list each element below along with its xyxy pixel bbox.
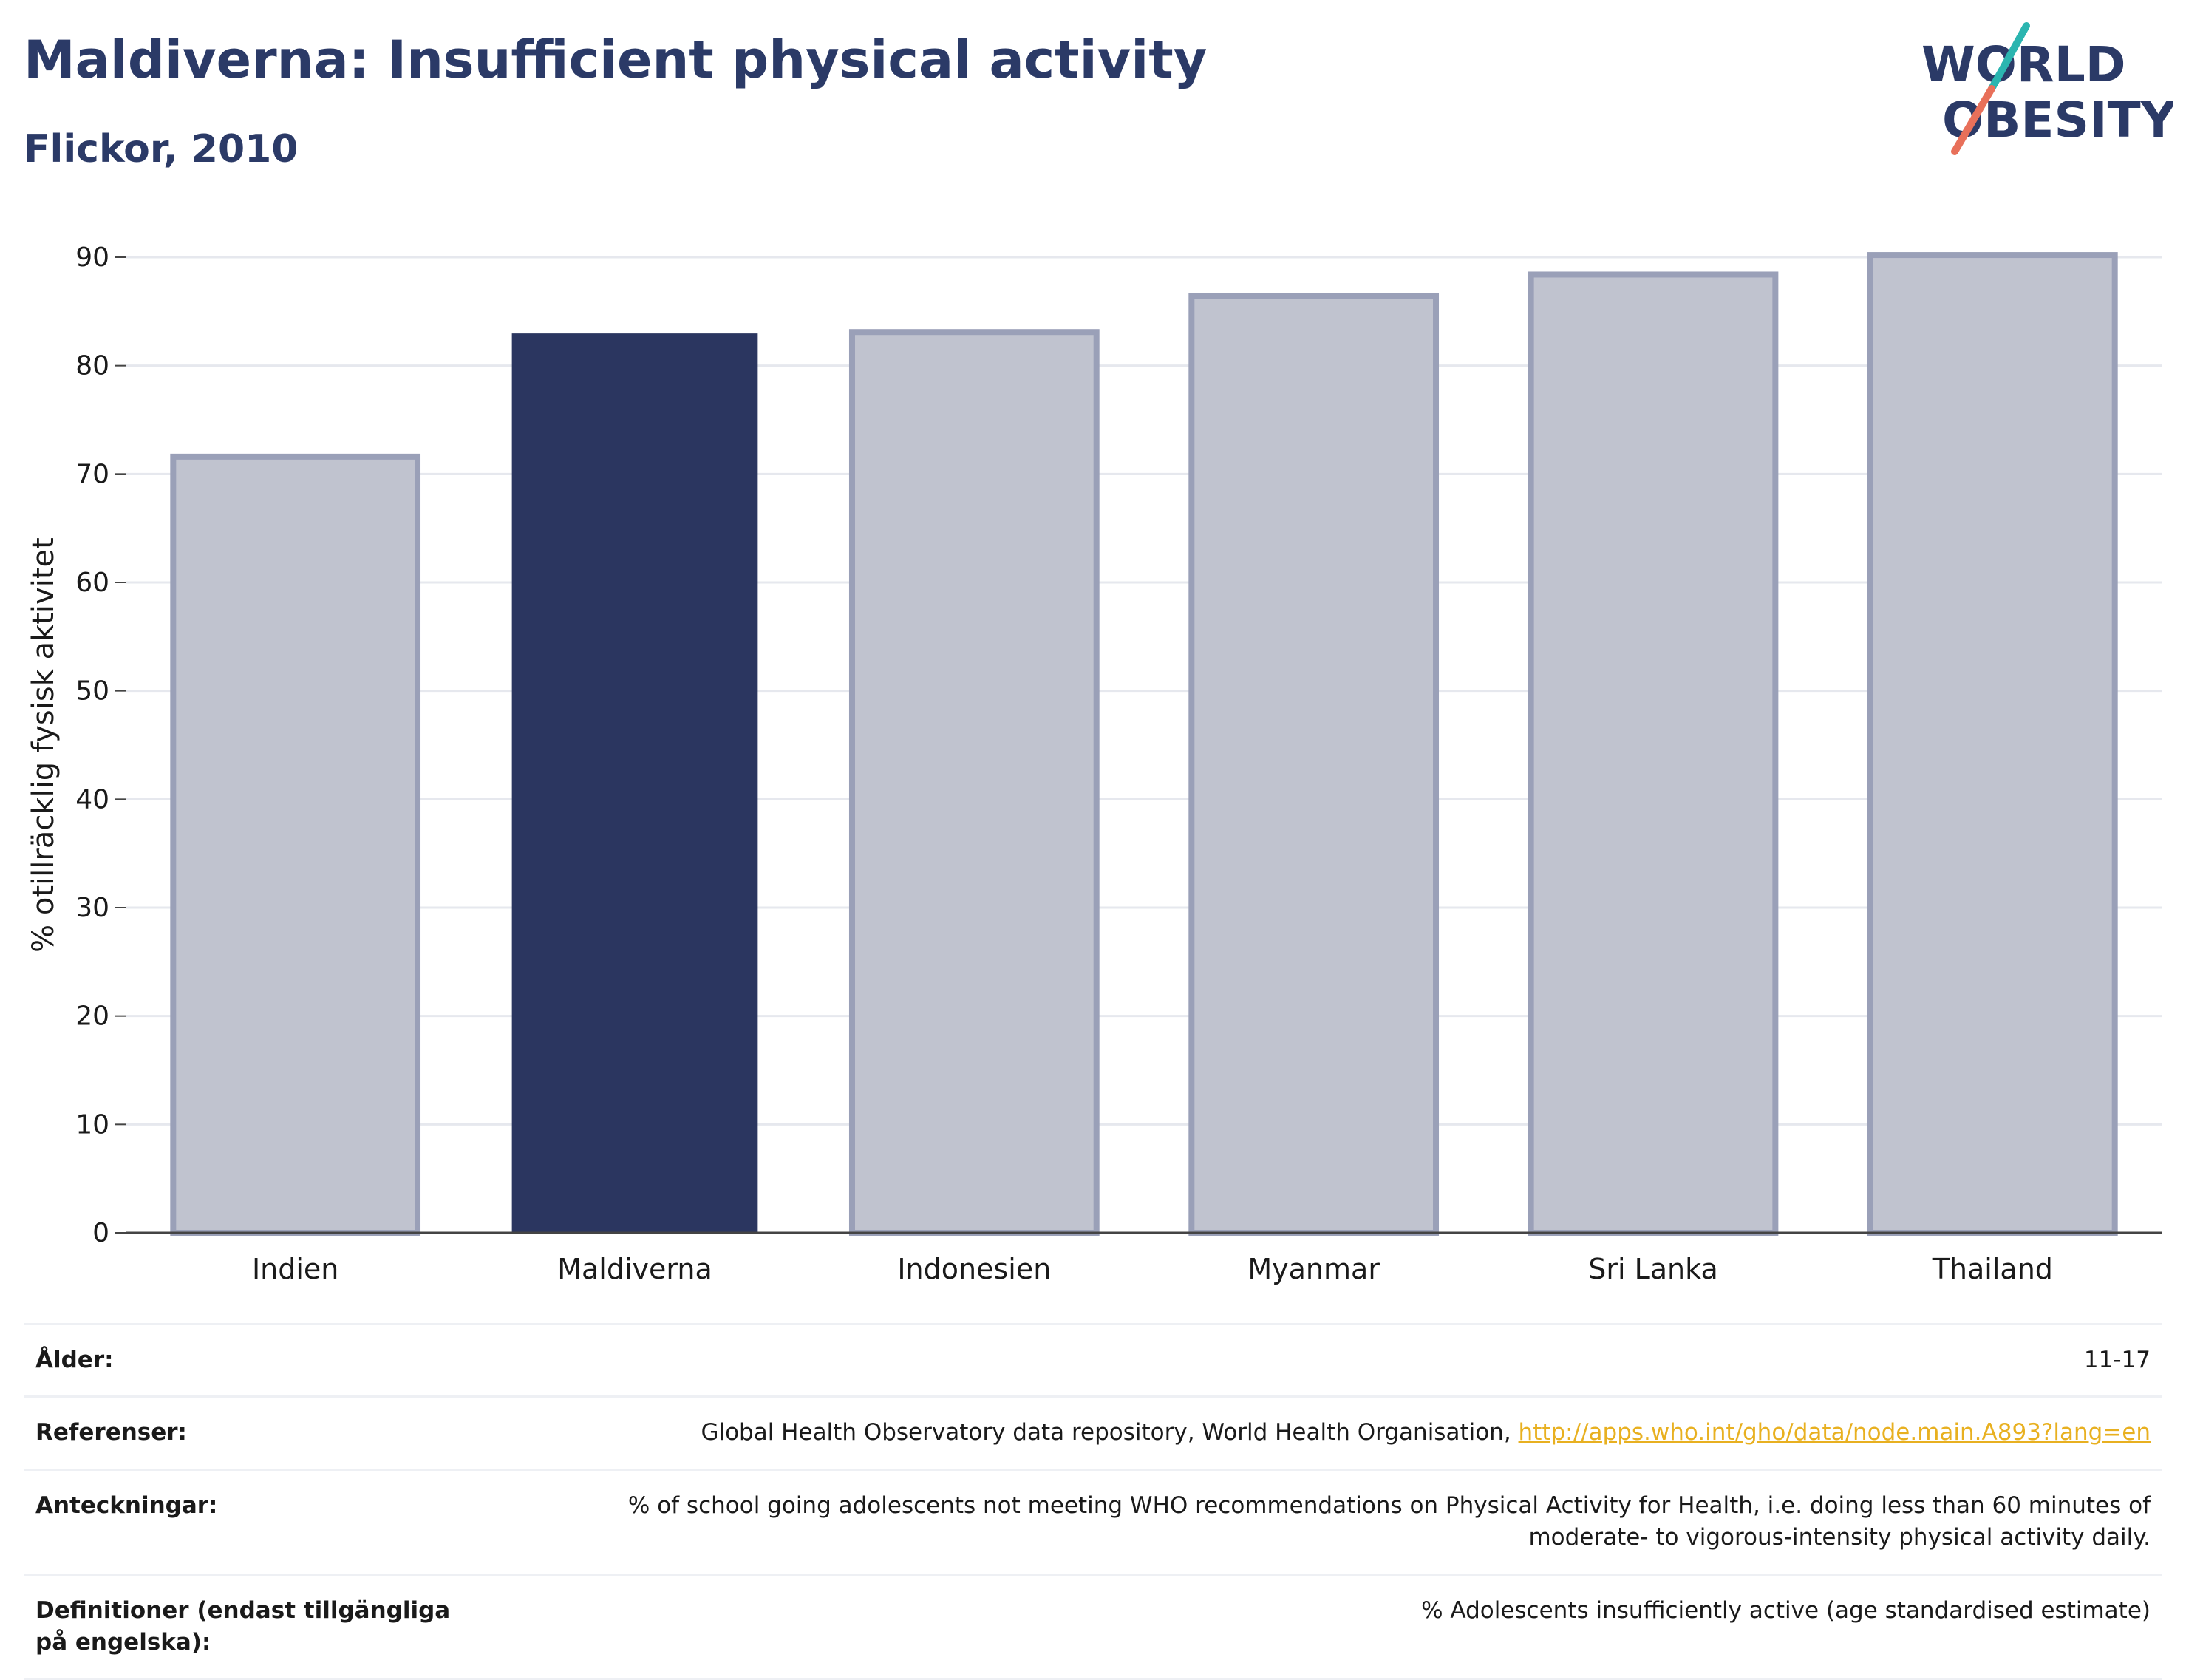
y-tick-label: 20 [75, 1001, 109, 1032]
x-tick-label: Maldiverna [557, 1253, 712, 1285]
y-tick-label: 0 [92, 1218, 109, 1248]
meta-value: % of school going adolescents not meetin… [627, 1492, 2151, 1551]
bar-indonesien[interactable] [848, 329, 1100, 1237]
x-tick-label: Indonesien [897, 1253, 1051, 1285]
logo-slash-coral [1951, 85, 1995, 155]
y-axis-label: % otillräcklig fysisk aktivitet [27, 537, 61, 953]
bar-chart: 0 10 20 30 40 50 60 70 80 90 Indien Maldiverna Indo… [27, 242, 2162, 1285]
y-tick-label: 90 [75, 242, 109, 273]
x-tick-label: Sri Lanka [1588, 1253, 1718, 1285]
bar-myanmar[interactable] [1188, 293, 1440, 1236]
x-tick-label: Thailand [1932, 1253, 2053, 1285]
bars [170, 252, 2118, 1237]
logo-slash-teal [1988, 22, 2030, 92]
y-tick-labels: 0 10 20 30 40 50 60 70 80 90 [75, 242, 126, 1248]
y-tick-label: 40 [75, 784, 109, 815]
meta-label: Anteckningar: [35, 1492, 218, 1519]
bar-maldiverna[interactable] [511, 333, 758, 1234]
meta-value: Global Health Observatory data repositor… [701, 1419, 1519, 1446]
meta-label: Referenser: [35, 1419, 187, 1446]
x-tick-label: Myanmar [1247, 1253, 1380, 1285]
world-obesity-logo: WORLD OBESITY [1921, 22, 2173, 155]
y-tick-label: 60 [75, 568, 109, 598]
x-tick-label: Indien [252, 1253, 338, 1285]
meta-row-definitions: Definitioner (endast tillgängliga på eng… [24, 1573, 2162, 1680]
gridlines [126, 256, 2162, 1126]
meta-row-notes: Anteckningar: % of school going adolesce… [24, 1468, 2162, 1574]
metadata-table: Ålder: 11-17 Referenser: Global Health O… [24, 1323, 2162, 1680]
meta-value: 11-17 [2083, 1347, 2151, 1373]
reference-link[interactable]: http://apps.who.int/gho/data/node.main.A… [1518, 1419, 2151, 1446]
meta-value-container: Global Health Observatory data repositor… [497, 1398, 2162, 1468]
x-tick-labels: Indien Maldiverna Indonesien Myanmar Sri Lan… [252, 1253, 2053, 1285]
y-tick-label: 50 [75, 676, 109, 707]
y-tick-label: 80 [75, 351, 109, 381]
y-tick-label: 10 [75, 1109, 109, 1140]
meta-label: Definitioner (endast tillgängliga på eng… [35, 1596, 451, 1656]
chart-title: Maldiverna: Insufficient physical activi… [24, 30, 1208, 90]
meta-row-references: Referenser: Global Health Observatory da… [24, 1395, 2162, 1468]
bar-thailand[interactable] [1867, 252, 2118, 1237]
logo-line1: WORLD [1921, 36, 2126, 93]
meta-label: Ålder: [35, 1347, 114, 1373]
meta-row-age: Ålder: 11-17 [24, 1323, 2162, 1395]
meta-value: % Adolescents insufficiently active (age… [1421, 1596, 2151, 1624]
bar-sri-lanka[interactable] [1528, 271, 1779, 1236]
bar-indien[interactable] [170, 453, 421, 1236]
y-tick-label: 70 [75, 459, 109, 489]
chart-subtitle: Flickor, 2010 [24, 127, 299, 171]
y-tick-label: 30 [75, 893, 109, 923]
